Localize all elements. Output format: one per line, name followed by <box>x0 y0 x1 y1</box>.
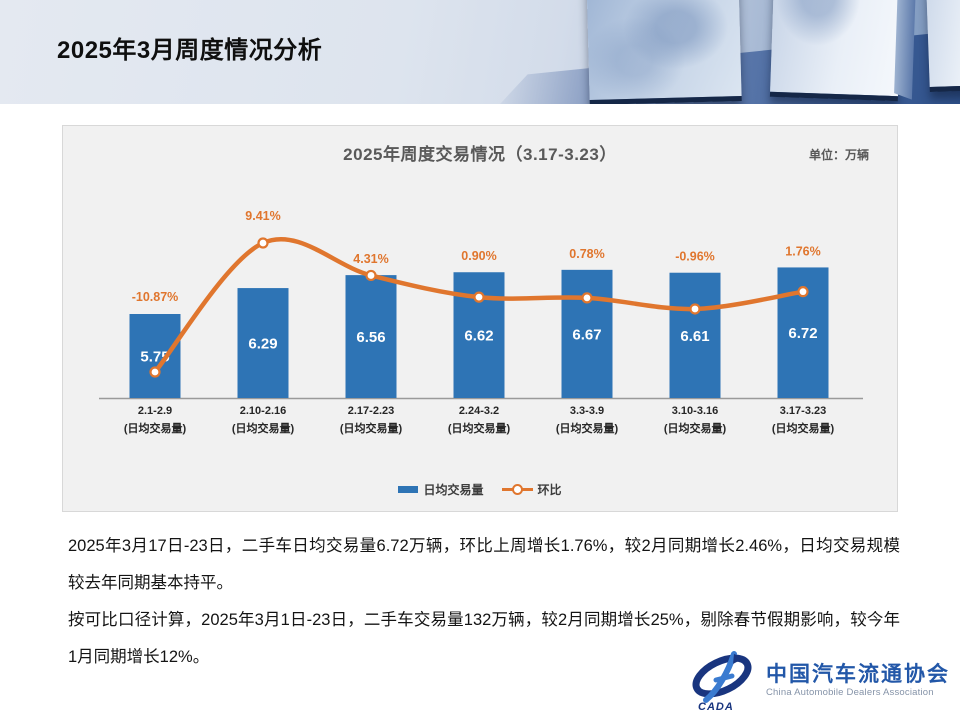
body-text: 2025年3月17日-23日，二手车日均交易量6.72万辆，环比上周增长1.76… <box>68 528 900 676</box>
line-series-swatch <box>501 484 533 495</box>
decor-cube-left <box>586 0 742 104</box>
line-marker <box>581 292 593 304</box>
category-label: 2.24-3.2 <box>459 405 499 417</box>
line-marker <box>257 237 269 249</box>
logo-name-en: China Automobile Dealers Association <box>766 686 934 698</box>
percent-label: 0.90% <box>461 249 496 263</box>
logo-name-cn: 中国汽车流通协会 <box>766 663 950 687</box>
category-sublabel: (日均交易量) <box>232 421 295 435</box>
category-sublabel: (日均交易量) <box>664 421 727 435</box>
bar-value-label: 6.61 <box>680 328 709 345</box>
chart-legend: 日均交易量 环比 <box>63 481 897 498</box>
cada-emblem-icon: CADA <box>692 651 752 712</box>
category-label: 3.10-3.16 <box>672 405 718 417</box>
legend-item-bar: 日均交易量 <box>398 481 484 498</box>
percent-label: 4.31% <box>353 252 388 266</box>
category-sublabel: (日均交易量) <box>124 421 187 435</box>
category-label: 2.10-2.16 <box>240 405 286 417</box>
slide-title: 2025年3月周度情况分析 <box>57 37 323 64</box>
line-marker <box>149 366 161 378</box>
bar-value-label: 6.62 <box>464 328 493 345</box>
percent-label: 1.76% <box>785 244 820 258</box>
bar <box>345 275 397 398</box>
percent-label: -0.96% <box>675 250 715 264</box>
bar <box>129 314 181 398</box>
body-paragraph-2: 按可比口径计算，2025年3月1日-23日，二手车交易量132万辆，较2月同期增… <box>68 611 900 666</box>
percent-label: 9.41% <box>245 209 280 223</box>
category-label: 2.17-2.23 <box>348 405 394 417</box>
percent-label: -10.87% <box>132 290 179 304</box>
category-sublabel: (日均交易量) <box>340 421 403 435</box>
legend-line-label: 环比 <box>537 483 562 497</box>
cada-logo: CADA 中国汽车流通协会 China Automobile Dealers A… <box>686 650 950 712</box>
line-marker <box>473 291 485 303</box>
bar <box>237 288 289 398</box>
legend-item-line: 环比 <box>501 481 562 498</box>
chart-unit-label: 单位：万辆 <box>808 148 869 162</box>
percent-label: 0.78% <box>569 247 604 261</box>
line-marker <box>365 269 377 282</box>
bar-value-label: 6.56 <box>356 329 385 346</box>
category-sublabel: (日均交易量) <box>556 421 619 435</box>
category-label: 3.17-3.23 <box>780 405 826 417</box>
decor-cube-right <box>926 0 960 93</box>
bar <box>669 272 721 398</box>
chart-panel: 2025年周度交易情况（3.17-3.23） 单位：万辆 5.75 2.1-2.9… <box>62 125 898 512</box>
bar-value-label: 6.72 <box>788 325 817 342</box>
line-marker <box>689 303 701 315</box>
bar-value-label: 6.67 <box>572 326 601 343</box>
category-sublabel: (日均交易量) <box>772 421 835 435</box>
bar <box>561 269 613 398</box>
category-sublabel: (日均交易量) <box>448 421 511 435</box>
bar-value-label: 6.29 <box>248 336 277 353</box>
chart-title: 2025年周度交易情况（3.17-3.23） <box>343 145 617 164</box>
bar-series-swatch <box>398 486 419 493</box>
header-band <box>0 0 960 104</box>
svg-text:CADA: CADA <box>698 701 734 712</box>
line-marker <box>797 286 809 298</box>
decor-cube-middle <box>769 0 903 102</box>
body-paragraph-1: 2025年3月17日-23日，二手车日均交易量6.72万辆，环比上周增长1.76… <box>68 537 900 592</box>
category-label: 2.1-2.9 <box>138 405 172 417</box>
chart-plot: 5.752.1-2.9(日均交易量)6.292.10-2.16(日均交易量)6.… <box>99 209 863 435</box>
legend-bar-label: 日均交易量 <box>423 483 484 497</box>
category-label: 3.3-3.9 <box>570 405 604 417</box>
